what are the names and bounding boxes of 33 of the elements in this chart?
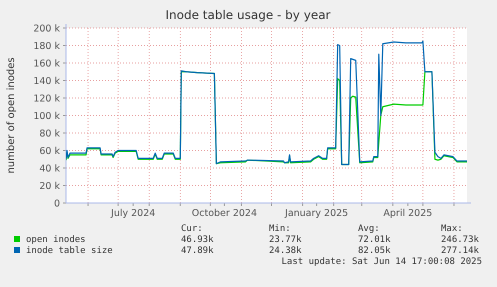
- text: Min:: [269, 224, 291, 234]
- y-axis-title: number of open inodes: [6, 57, 17, 174]
- text: 72.01k: [358, 235, 392, 245]
- y-tick-label: 40 k: [39, 164, 60, 174]
- y-tick-label: 140 k: [33, 76, 60, 87]
- text: Cur:: [181, 224, 203, 234]
- y-tick-label: 180 k: [33, 41, 60, 52]
- y-tick-label: 60 k: [39, 146, 60, 157]
- text: 82.05k: [358, 246, 392, 256]
- y-tick-label: 100 k: [33, 111, 60, 122]
- text: 46.93k: [181, 235, 214, 245]
- text: Max:: [441, 224, 463, 234]
- legend-label: open inodes: [26, 235, 86, 245]
- text: 277.14k: [441, 246, 480, 256]
- y-tick-label: 0: [54, 198, 60, 210]
- text: 23.77k: [269, 235, 302, 245]
- legend-label: inode table size: [26, 246, 113, 256]
- x-tick-label: April 2025: [383, 208, 432, 219]
- text: 24.38k: [269, 246, 302, 256]
- y-tick-label: 200 k: [33, 24, 60, 34]
- chart-title: Inode table usage - by year: [166, 8, 331, 22]
- text: Last update: Sat Jun 14 17:00:08 2025: [282, 257, 482, 267]
- line-series: [66, 40, 467, 166]
- x-tick-label: July 2024: [110, 208, 156, 219]
- y-tick-label: 20 k: [39, 181, 60, 192]
- text: Avg:: [358, 224, 380, 234]
- x-tick-label: January 2025: [284, 208, 348, 219]
- y-tick-label: 120 k: [33, 94, 60, 104]
- y-tick-label: 80 k: [39, 128, 60, 140]
- y-tick-label: 160 k: [33, 58, 60, 70]
- text: 47.89k: [181, 246, 214, 256]
- x-tick-label: October 2024: [192, 208, 258, 219]
- text: 246.73k: [441, 235, 480, 245]
